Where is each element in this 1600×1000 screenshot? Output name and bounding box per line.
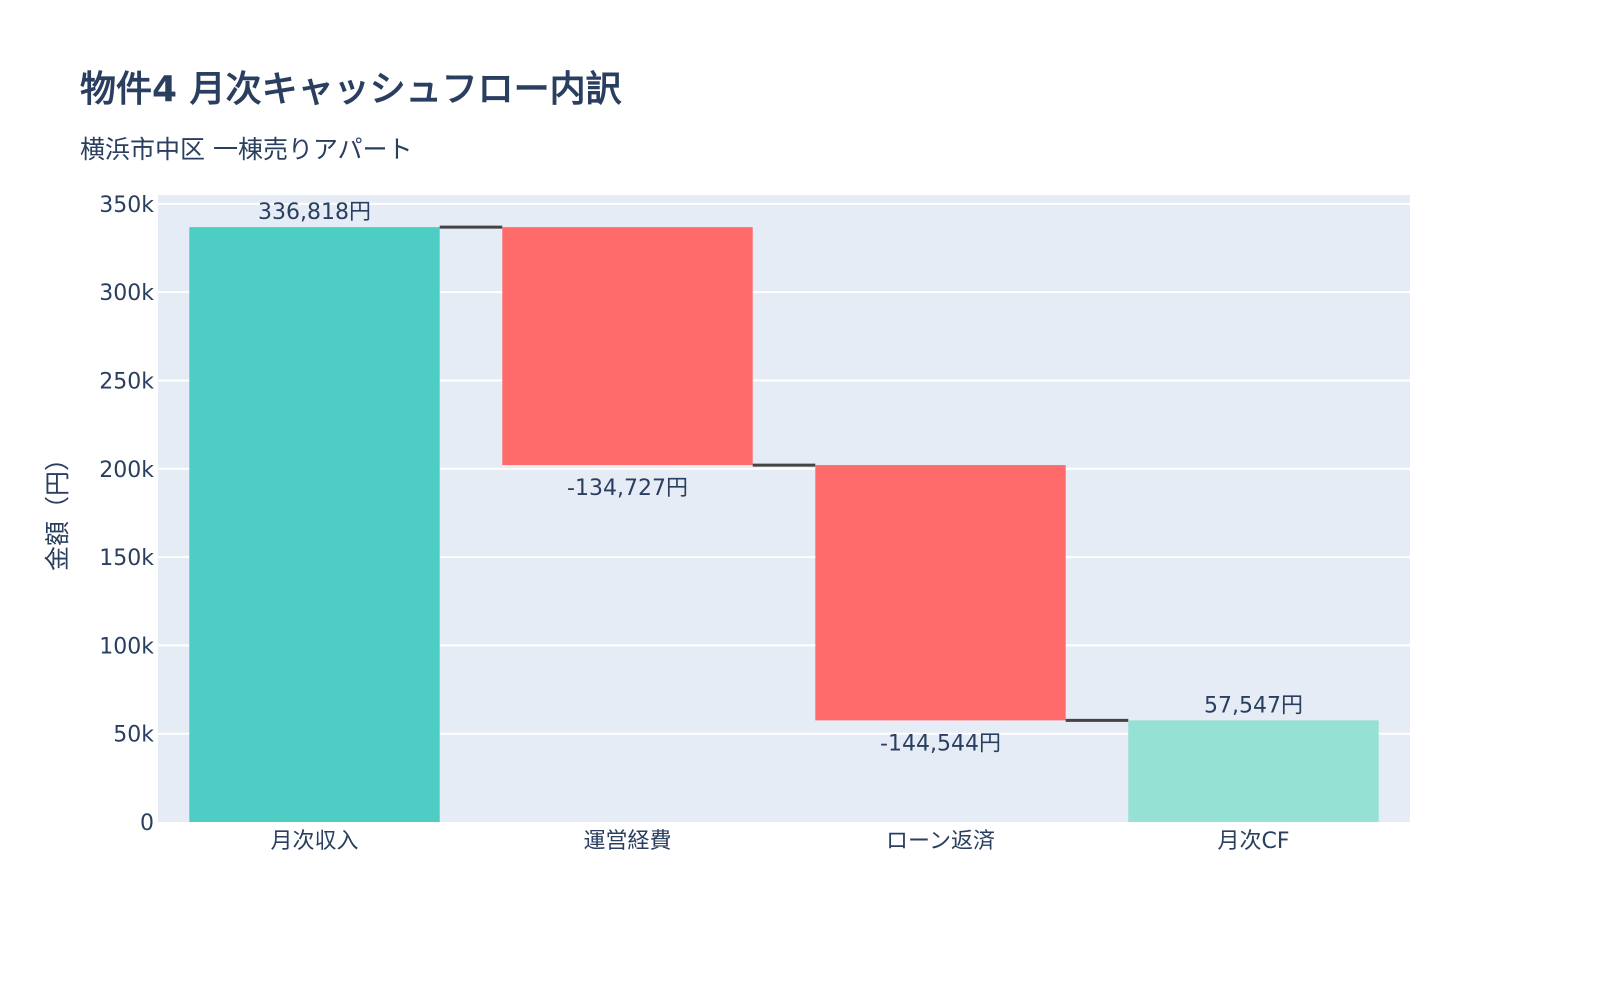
x-tick-label: 運営経費 <box>583 829 671 854</box>
waterfall-bar <box>1128 720 1379 822</box>
waterfall-bar <box>189 227 440 823</box>
waterfall-bar <box>815 465 1066 721</box>
y-tick-label: 150k <box>99 546 154 571</box>
y-tick-label: 300k <box>99 281 154 306</box>
waterfall-bar <box>502 227 753 466</box>
chart-title: 物件4 月次キャッシュフロー内訳 <box>80 69 622 110</box>
y-tick-label: 200k <box>99 458 154 483</box>
data-label: 57,547円 <box>1204 693 1303 718</box>
y-tick-label: 100k <box>99 634 154 659</box>
x-tick-label: 月次収入 <box>270 829 358 854</box>
y-axis-title: 金額（円） <box>43 446 72 571</box>
y-tick-label: 0 <box>140 811 154 836</box>
x-tick-label: 月次CF <box>1217 829 1289 854</box>
y-tick-label: 50k <box>113 723 154 748</box>
chart-subtitle: 横浜市中区 一棟売りアパート <box>80 135 413 164</box>
y-tick-label: 350k <box>99 193 154 218</box>
data-label: -134,727円 <box>567 476 688 501</box>
data-label: 336,818円 <box>258 200 371 225</box>
data-label: -144,544円 <box>880 731 1001 756</box>
x-tick-label: ローン返済 <box>886 829 995 854</box>
y-tick-label: 250k <box>99 369 154 394</box>
